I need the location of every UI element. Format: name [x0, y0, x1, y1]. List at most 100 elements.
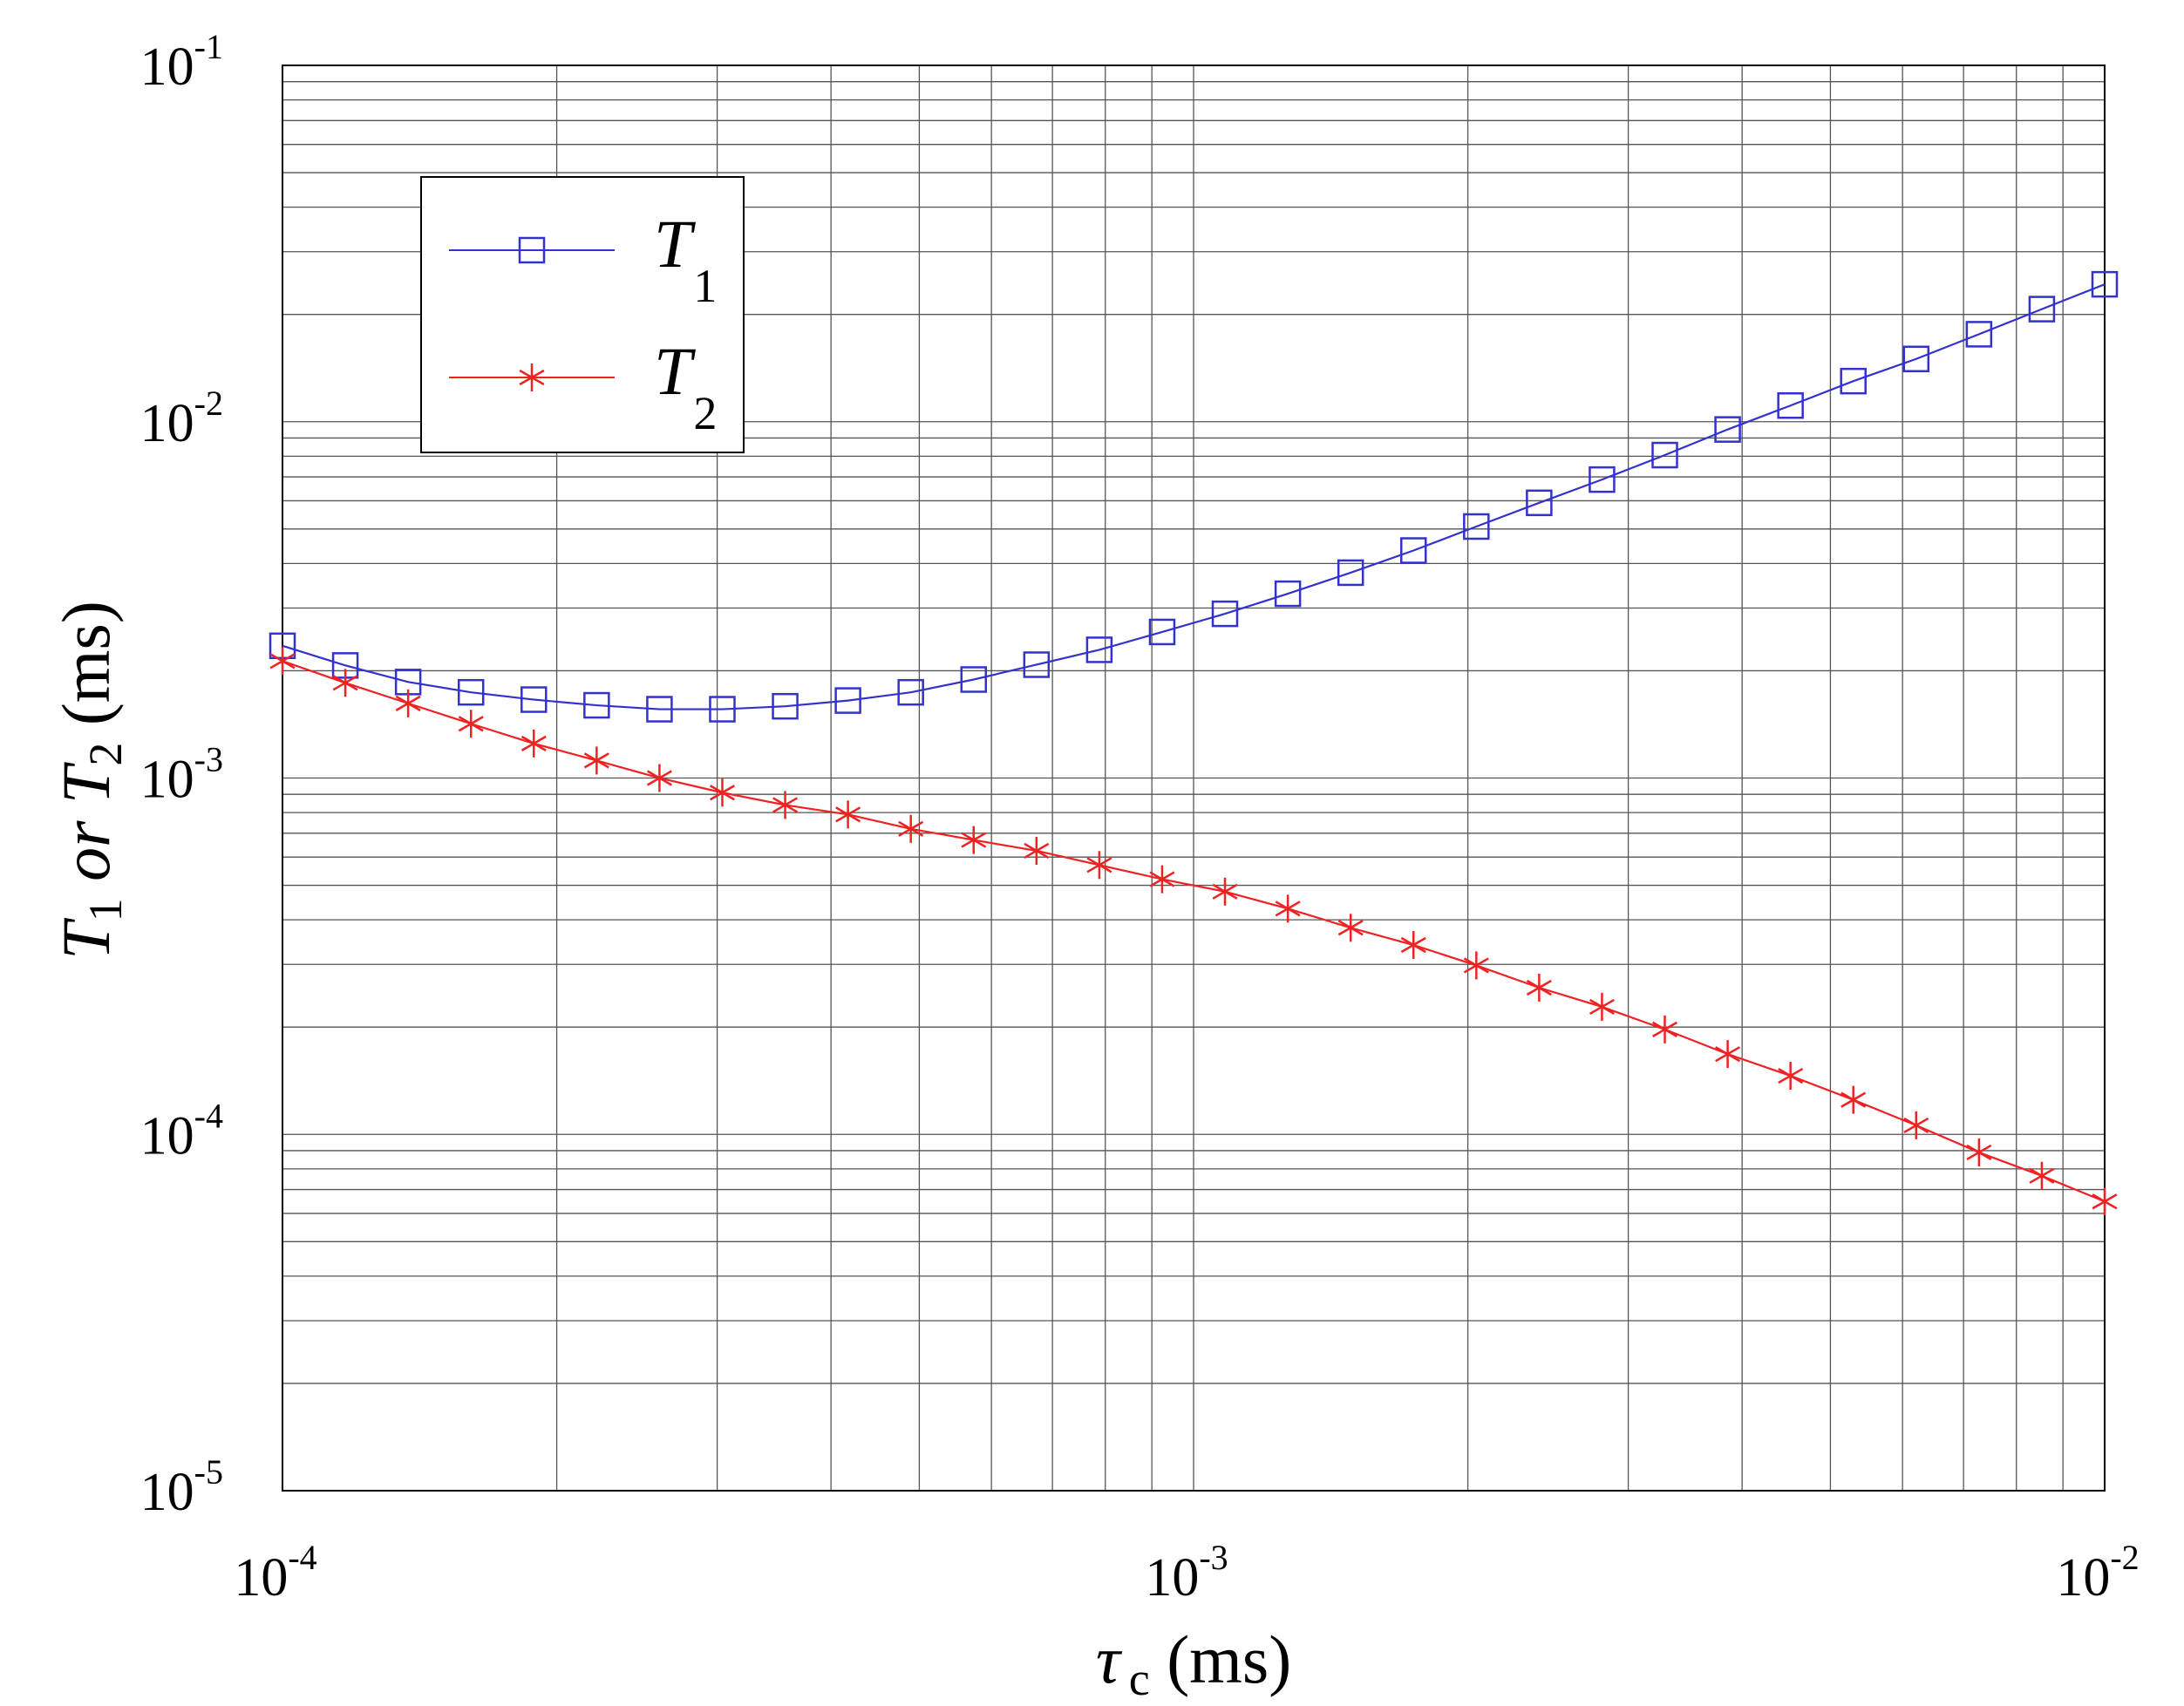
- y-tick-base: 10: [140, 1463, 194, 1522]
- y-tick-exp: -4: [194, 1096, 223, 1135]
- data-point-square: [1589, 466, 1616, 493]
- data-point-square: [709, 696, 736, 723]
- y-tick-exp: -5: [194, 1452, 223, 1492]
- data-point-asterisk: [583, 746, 609, 775]
- data-point-square: [1714, 416, 1741, 443]
- x-tick-label: 10-4: [234, 1538, 316, 1607]
- x-tick-base: 10: [234, 1548, 288, 1607]
- data-point-asterisk: [961, 826, 987, 854]
- legend-label-t2: T2: [654, 333, 717, 439]
- y-axis-label: T1 or T2 (ms): [48, 601, 132, 960]
- data-point-asterisk: [395, 689, 421, 717]
- data-point-asterisk: [520, 729, 547, 758]
- data-point-asterisk: [269, 647, 296, 676]
- data-point-square: [520, 686, 548, 713]
- tick-labels: 10-4 10-3 10-210-510-410-310-210-1: [140, 27, 2140, 1607]
- data-point-asterisk: [646, 764, 672, 792]
- data-point-asterisk: [1526, 974, 1552, 1003]
- y-axis-label-p2: T: [48, 762, 124, 804]
- data-point-square: [1526, 489, 1553, 517]
- y-tick-exp: -1: [194, 27, 223, 66]
- data-point-asterisk: [1840, 1085, 1867, 1114]
- y-axis-label-unit: (ms): [48, 601, 124, 742]
- data-point-square: [1965, 321, 1993, 348]
- data-point-square: [1211, 600, 1239, 628]
- x-tick-exp: -2: [2110, 1538, 2139, 1577]
- legend-marker-asterisk: [519, 364, 545, 391]
- data-point-square: [1777, 391, 1804, 419]
- y-axis-label-mid: or: [48, 804, 124, 898]
- data-point-square: [772, 692, 799, 720]
- x-axis-label-sub: c: [1129, 1653, 1150, 1705]
- series-t1: [269, 270, 2119, 723]
- y-tick-base: 10: [140, 751, 194, 810]
- x-tick-exp: -4: [288, 1538, 316, 1577]
- data-point-square: [897, 678, 924, 706]
- legend-label-t2-sub: 2: [693, 387, 717, 439]
- y-tick-label: 10-1: [140, 27, 223, 97]
- data-point-asterisk: [2029, 1161, 2055, 1190]
- grid: [282, 65, 2105, 1491]
- data-point-asterisk: [2092, 1187, 2118, 1216]
- data-point-square: [1023, 651, 1051, 678]
- data-point-square: [1274, 580, 1302, 608]
- legend-label-t2-base: T: [654, 333, 696, 409]
- data-point-square: [1902, 345, 1930, 373]
- data-point-asterisk: [1400, 931, 1426, 960]
- series-t2: [269, 647, 2118, 1216]
- data-point-asterisk: [1024, 836, 1050, 865]
- data-point-square: [646, 696, 673, 723]
- y-axis-label-p1: T: [48, 918, 124, 960]
- data-point-asterisk: [1966, 1138, 1992, 1166]
- x-axis-label-symbol: τ: [1096, 1621, 1123, 1697]
- data-point-asterisk: [835, 800, 861, 829]
- data-point-asterisk: [458, 710, 484, 738]
- data-point-asterisk: [1778, 1062, 1804, 1091]
- series-line: [282, 283, 2106, 710]
- x-tick-label: 10-2: [2056, 1538, 2139, 1607]
- data-point-square: [1651, 441, 1678, 469]
- data-point-square: [1085, 636, 1113, 663]
- data-point-asterisk: [1903, 1111, 1929, 1139]
- data-point-square: [2028, 296, 2056, 323]
- legend-label-t1: T1: [654, 206, 717, 312]
- data-point-asterisk: [710, 778, 735, 807]
- y-tick-label: 10-3: [140, 740, 223, 810]
- x-tick-base: 10: [1145, 1548, 1199, 1607]
- y-tick-base: 10: [140, 37, 194, 97]
- data-point-asterisk: [1086, 851, 1112, 880]
- y-axis-label-s1: 1: [79, 898, 132, 921]
- data-point-square: [457, 678, 485, 706]
- data-point-asterisk: [772, 791, 799, 819]
- data-point-square: [834, 687, 861, 714]
- y-tick-base: 10: [140, 394, 194, 453]
- data-point-asterisk: [1212, 877, 1238, 906]
- y-tick-label: 10-5: [140, 1452, 223, 1522]
- data-point-square: [1399, 537, 1427, 564]
- data-point-square: [583, 691, 610, 719]
- legend-label-t1-sub: 1: [693, 260, 717, 312]
- data-point-asterisk: [1652, 1015, 1677, 1043]
- data-point-square: [2091, 270, 2119, 298]
- data-point-asterisk: [898, 814, 924, 843]
- data-point-asterisk: [1337, 914, 1364, 942]
- x-tick-label: 10-3: [1145, 1538, 1228, 1607]
- x-tick-base: 10: [2056, 1548, 2110, 1607]
- data-point-asterisk: [1463, 951, 1489, 980]
- y-tick-label: 10-4: [140, 1096, 223, 1166]
- data-point-asterisk: [1149, 865, 1175, 894]
- data-point-square: [1337, 559, 1364, 587]
- series-line: [282, 660, 2106, 1203]
- legend-box: [420, 176, 745, 453]
- data-point-square: [1148, 618, 1176, 646]
- legend-asterisk: [519, 364, 545, 391]
- legend-label-t1-base: T: [654, 206, 696, 282]
- data-point-asterisk: [1715, 1040, 1741, 1069]
- y-tick-exp: -2: [194, 384, 223, 423]
- data-point-asterisk: [1589, 992, 1615, 1021]
- data-point-asterisk: [332, 669, 358, 697]
- y-axis-label-s2: 2: [79, 743, 132, 766]
- data-point-square: [960, 666, 988, 693]
